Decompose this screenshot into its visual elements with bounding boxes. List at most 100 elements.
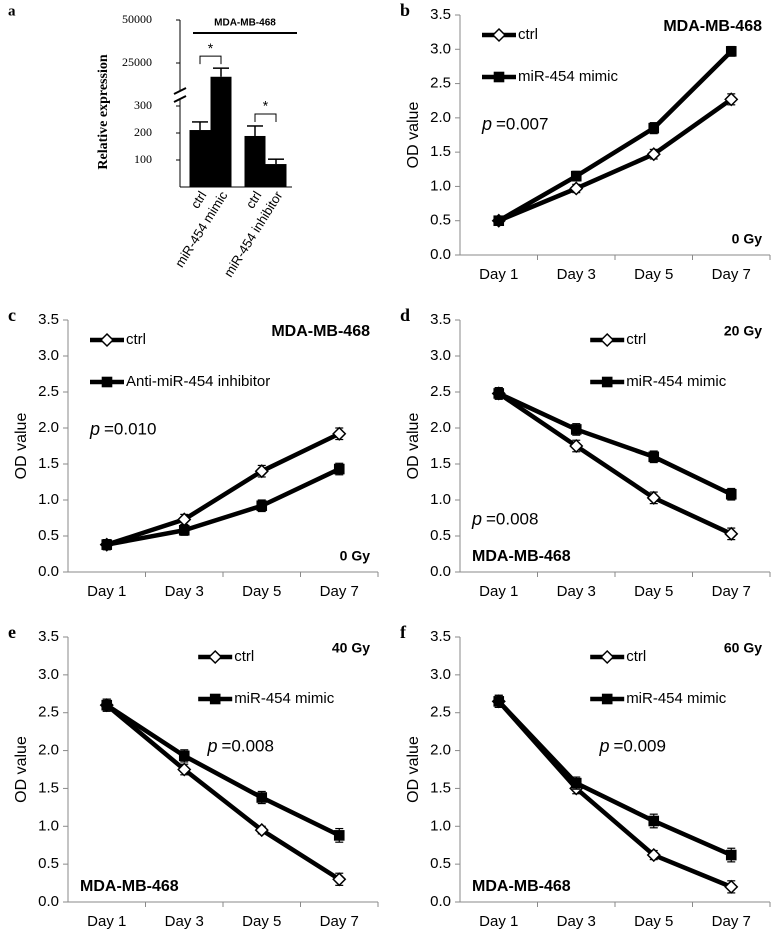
x-tick-label: Day 1: [479, 266, 518, 283]
y-axis-label: OD value: [13, 736, 30, 803]
marker: [493, 696, 505, 707]
chart-title: MDA-MB-468: [80, 878, 179, 895]
axis-break: [173, 87, 187, 95]
marker: [601, 376, 613, 388]
dose-label: 40 Gy: [332, 640, 370, 656]
y-tick-label: 3.5: [38, 311, 59, 328]
p-symbol: p: [471, 509, 482, 529]
marker: [646, 490, 661, 505]
y-tick-label: 3.5: [430, 628, 451, 645]
y-axis-label: OD value: [405, 413, 422, 480]
x-tick-label: Day 1: [87, 583, 126, 600]
panel-label: c: [8, 305, 16, 325]
axis-break: [173, 95, 187, 103]
legend-label: ctrl: [626, 648, 646, 665]
x-tick-label: Day 3: [557, 913, 596, 930]
p-symbol: p: [599, 736, 610, 756]
y-tick-label: 3.0: [38, 347, 59, 364]
y-tick-label: 3.0: [38, 666, 59, 683]
x-tick-label: Day 3: [165, 583, 204, 600]
p-symbol: p: [481, 114, 492, 134]
series-line: [497, 699, 733, 858]
x-tick-label: Day 3: [165, 913, 204, 930]
marker: [178, 750, 190, 762]
p-symbol: p: [207, 736, 218, 756]
y-tick-label: 1.5: [430, 455, 451, 472]
y-tick-label: 50000: [122, 12, 152, 26]
marker: [256, 792, 268, 803]
x-tick-label: Day 7: [712, 583, 751, 600]
x-tick-label: Day 5: [242, 583, 281, 600]
legend-label: ctrl: [626, 331, 646, 348]
y-tick-label: 200: [134, 125, 152, 139]
x-tick-label: Day 3: [557, 266, 596, 283]
y-tick-label: 0.0: [38, 563, 59, 580]
marker: [570, 170, 582, 182]
x-tick-label: Day 1: [479, 583, 518, 600]
x-tick-label: Day 1: [479, 913, 518, 930]
dose-label: 0 Gy: [732, 231, 763, 247]
marker: [600, 649, 615, 665]
p-value: =0.009: [614, 736, 666, 755]
marker: [256, 500, 268, 512]
y-tick-label: 0.5: [430, 855, 451, 872]
legend-label: Anti-miR-454 inhibitor: [126, 373, 270, 390]
marker: [333, 463, 345, 475]
p-value: =0.010: [104, 419, 156, 438]
series-line: [497, 49, 733, 223]
y-tick-label: 2.5: [430, 75, 451, 92]
series-line: [105, 703, 341, 882]
y-tick-label: 1.5: [38, 779, 59, 796]
y-tick-label: 1.5: [38, 455, 59, 472]
marker: [570, 424, 582, 435]
marker: [646, 847, 661, 863]
y-tick-label: 3.0: [430, 666, 451, 683]
marker: [725, 46, 737, 57]
marker: [333, 830, 345, 841]
y-tick-label: 3.5: [38, 628, 59, 645]
y-tick-label: 2.5: [38, 704, 59, 721]
marker: [601, 693, 613, 705]
significance-label: *: [263, 98, 269, 114]
y-tick-label: 2.5: [430, 383, 451, 400]
y-tick-label: 25000: [122, 55, 152, 69]
y-tick-label: 1.5: [430, 779, 451, 796]
x-tick-label: Day 5: [634, 266, 673, 283]
marker: [254, 823, 269, 838]
legend-label: ctrl: [518, 26, 538, 43]
x-tick-label: Day 7: [712, 913, 751, 930]
panel-label: d: [400, 305, 410, 325]
panel-label: b: [400, 0, 410, 20]
marker: [332, 426, 347, 441]
bar: [189, 130, 211, 187]
chart-title: MDA-MB-468: [472, 878, 571, 895]
marker: [493, 388, 505, 399]
dose-label: 0 Gy: [340, 548, 371, 564]
marker: [332, 872, 347, 887]
significance-bracket: [254, 113, 277, 122]
panel-label: a: [8, 3, 16, 19]
series-line: [106, 431, 341, 547]
marker: [725, 849, 737, 861]
p-value: =0.008: [222, 736, 274, 755]
chart-title: MDA-MB-468: [663, 18, 762, 35]
marker: [569, 181, 584, 196]
y-tick-label: 2.0: [430, 742, 451, 759]
y-tick-label: 2.0: [38, 419, 59, 436]
legend-label: miR-454 mimic: [626, 690, 727, 707]
panel-label: e: [8, 622, 16, 642]
y-tick-label: 3.5: [430, 311, 451, 328]
y-tick-label: 0.5: [430, 212, 451, 229]
legend-label: ctrl: [234, 648, 254, 665]
marker: [648, 451, 660, 463]
y-tick-label: 1.0: [430, 177, 451, 194]
p-symbol: p: [89, 419, 100, 439]
y-tick-label: 0.0: [430, 893, 451, 910]
marker: [724, 92, 739, 107]
marker: [101, 376, 113, 388]
y-tick-label: 1.0: [38, 817, 59, 834]
legend-label: ctrl: [126, 331, 146, 348]
marker: [724, 526, 739, 541]
y-tick-label: 0.0: [430, 563, 451, 580]
